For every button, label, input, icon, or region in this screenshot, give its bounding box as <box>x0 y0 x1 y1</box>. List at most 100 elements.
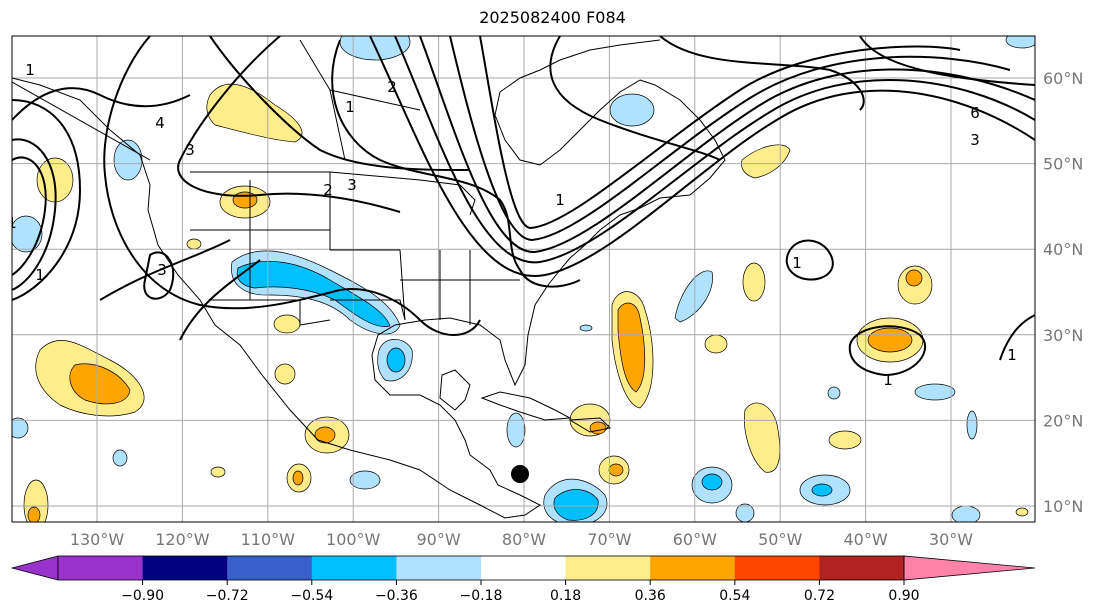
anomaly-orange <box>314 426 336 444</box>
anomaly-cyan <box>553 489 599 521</box>
colorbar-tick-label: −0.18 <box>460 588 503 604</box>
contour-label: 2 <box>323 181 333 199</box>
anomaly-yellow <box>744 402 781 473</box>
colorbar-segment <box>734 556 820 580</box>
longitude-label: 80°W <box>502 530 546 549</box>
map-area: 1 1 2 3 4 3 2 3 1 6 3 1 1 1 1 1 <box>7 36 1035 522</box>
colorbar-tick-label: 0.72 <box>804 588 835 604</box>
colorbar-segment <box>58 556 144 580</box>
anomaly-orange <box>69 363 131 405</box>
anomaly-blue <box>1005 36 1035 49</box>
longitude-label: 50°W <box>758 530 802 549</box>
anomaly-yellow <box>742 262 766 302</box>
colorbar-extend-high <box>903 555 1036 581</box>
latitude-labels: 60°N 50°N 40°N 30°N 20°N 10°N <box>1043 69 1083 516</box>
anomaly-cyan <box>811 483 833 497</box>
colorbar-tick-label: −0.36 <box>375 588 418 604</box>
anomaly-orange <box>617 302 646 393</box>
latitude-label: 20°N <box>1043 411 1083 430</box>
colorbar-tick-label: −0.90 <box>121 588 164 604</box>
colorbar-segment <box>819 556 905 580</box>
anomaly-blue <box>506 412 526 448</box>
anomaly-yellow <box>1015 507 1029 517</box>
anomaly-yellow <box>186 238 202 250</box>
anomaly-blue <box>914 383 956 401</box>
anomaly-blue <box>735 503 755 522</box>
anomaly-yellow <box>273 314 301 334</box>
colorbar-extend-low <box>10 555 59 581</box>
anomaly-blue <box>339 36 411 61</box>
anomaly-cyan <box>701 473 723 491</box>
anomaly-orange <box>905 269 923 287</box>
contour-label: 4 <box>155 114 165 132</box>
anomaly-orange <box>27 506 41 522</box>
contour-label: 1 <box>345 98 355 116</box>
map-frame <box>11 35 1036 523</box>
anomaly-yellow <box>704 334 728 354</box>
anomaly-blue <box>113 139 143 181</box>
longitude-label: 60°W <box>673 530 717 549</box>
anomaly-yellow <box>828 430 862 450</box>
contour-label: 1 <box>25 61 35 79</box>
anomaly-blue <box>112 449 128 467</box>
colorbar: −0.90 −0.72 −0.54 −0.36 −0.18 0.18 0.36 0.54 0.7… <box>10 555 1036 604</box>
shaded-anomalies <box>12 36 1035 522</box>
colorbar-tick-label: −0.72 <box>206 588 249 604</box>
anomaly-yellow <box>210 466 226 478</box>
colorbar-segment <box>142 556 228 580</box>
anomaly-yellow <box>206 83 303 143</box>
colorbar-segment <box>565 556 651 580</box>
latitude-label: 50°N <box>1043 155 1083 174</box>
anomaly-blue <box>609 93 655 127</box>
anomaly-orange <box>292 470 304 486</box>
longitude-label: 30°W <box>929 530 973 549</box>
location-marker <box>511 465 529 483</box>
contour-lines <box>12 36 1035 377</box>
map-title: 2025082400 F084 <box>479 8 626 27</box>
contour-label: 3 <box>347 176 357 194</box>
contour-label: 2 <box>387 78 397 96</box>
anomaly-cyan <box>236 260 391 328</box>
colorbar-tick-label: 0.36 <box>635 588 666 604</box>
contour-label: 1 <box>7 214 17 232</box>
contour-label: 3 <box>970 131 980 149</box>
colorbar-segment <box>311 556 397 580</box>
anomaly-blue <box>827 386 841 400</box>
latitude-label: 40°N <box>1043 240 1083 259</box>
longitude-label: 120°W <box>155 530 210 549</box>
anomaly-blue <box>674 270 713 323</box>
longitude-label: 100°W <box>326 530 381 549</box>
longitude-labels: 130°W 120°W 110°W 100°W 90°W 80°W 70°W 60°W 50°W… <box>70 530 973 549</box>
colorbar-tick-label: 0.18 <box>550 588 581 604</box>
anomaly-yellow <box>741 144 791 179</box>
anomaly-blue <box>349 470 381 490</box>
colorbar-tick-label: 0.54 <box>719 588 750 604</box>
longitude-label: 90°W <box>417 530 461 549</box>
anomaly-cyan <box>386 347 406 373</box>
longitude-label: 110°W <box>241 530 296 549</box>
latitude-label: 10°N <box>1043 497 1083 516</box>
colorbar-tick-label: 0.90 <box>888 588 919 604</box>
colorbar-tick-label: −0.54 <box>290 588 333 604</box>
anomaly-blue <box>579 324 593 332</box>
anomaly-orange <box>232 191 258 209</box>
longitude-label: 130°W <box>70 530 125 549</box>
anomaly-orange <box>589 421 607 435</box>
anomaly-blue <box>966 410 978 440</box>
latitude-label: 30°N <box>1043 326 1083 345</box>
longitude-label: 70°W <box>587 530 631 549</box>
anomaly-yellow <box>274 363 296 385</box>
gridlines <box>12 36 1035 522</box>
anomaly-orange <box>867 327 913 353</box>
colorbar-segment <box>481 556 567 580</box>
contour-label: 1 <box>555 191 565 209</box>
anomaly-blue <box>12 417 29 439</box>
latitude-label: 60°N <box>1043 69 1083 88</box>
anomaly-orange <box>608 463 624 477</box>
contour-label: 1 <box>883 371 893 389</box>
contour-label: 1 <box>35 266 45 284</box>
colorbar-segment <box>650 556 736 580</box>
contour-label: 1 <box>1007 346 1017 364</box>
longitude-label: 40°W <box>844 530 888 549</box>
